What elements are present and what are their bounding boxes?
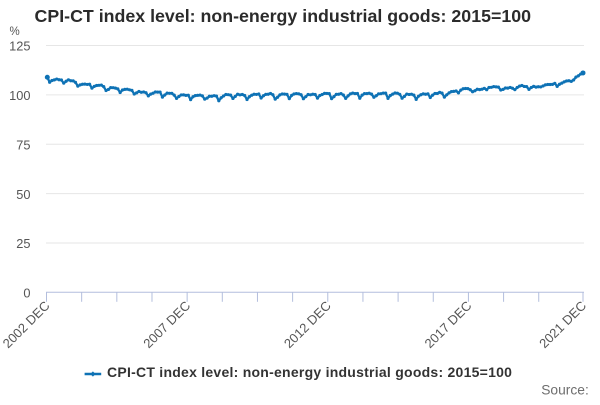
svg-text:75: 75 — [16, 137, 30, 152]
svg-text:125: 125 — [9, 39, 30, 54]
svg-text:0: 0 — [23, 286, 30, 301]
svg-text:25: 25 — [16, 236, 30, 251]
svg-text:CPI-CT index level: non-energy: CPI-CT index level: non-energy industria… — [35, 6, 532, 26]
svg-text:%: % — [10, 26, 20, 38]
svg-text:100: 100 — [9, 88, 30, 103]
svg-text:CPI-CT index level: non-energy: CPI-CT index level: non-energy industria… — [107, 364, 512, 380]
svg-text:50: 50 — [16, 187, 30, 202]
svg-text:Source:: Source: — [541, 383, 589, 398]
